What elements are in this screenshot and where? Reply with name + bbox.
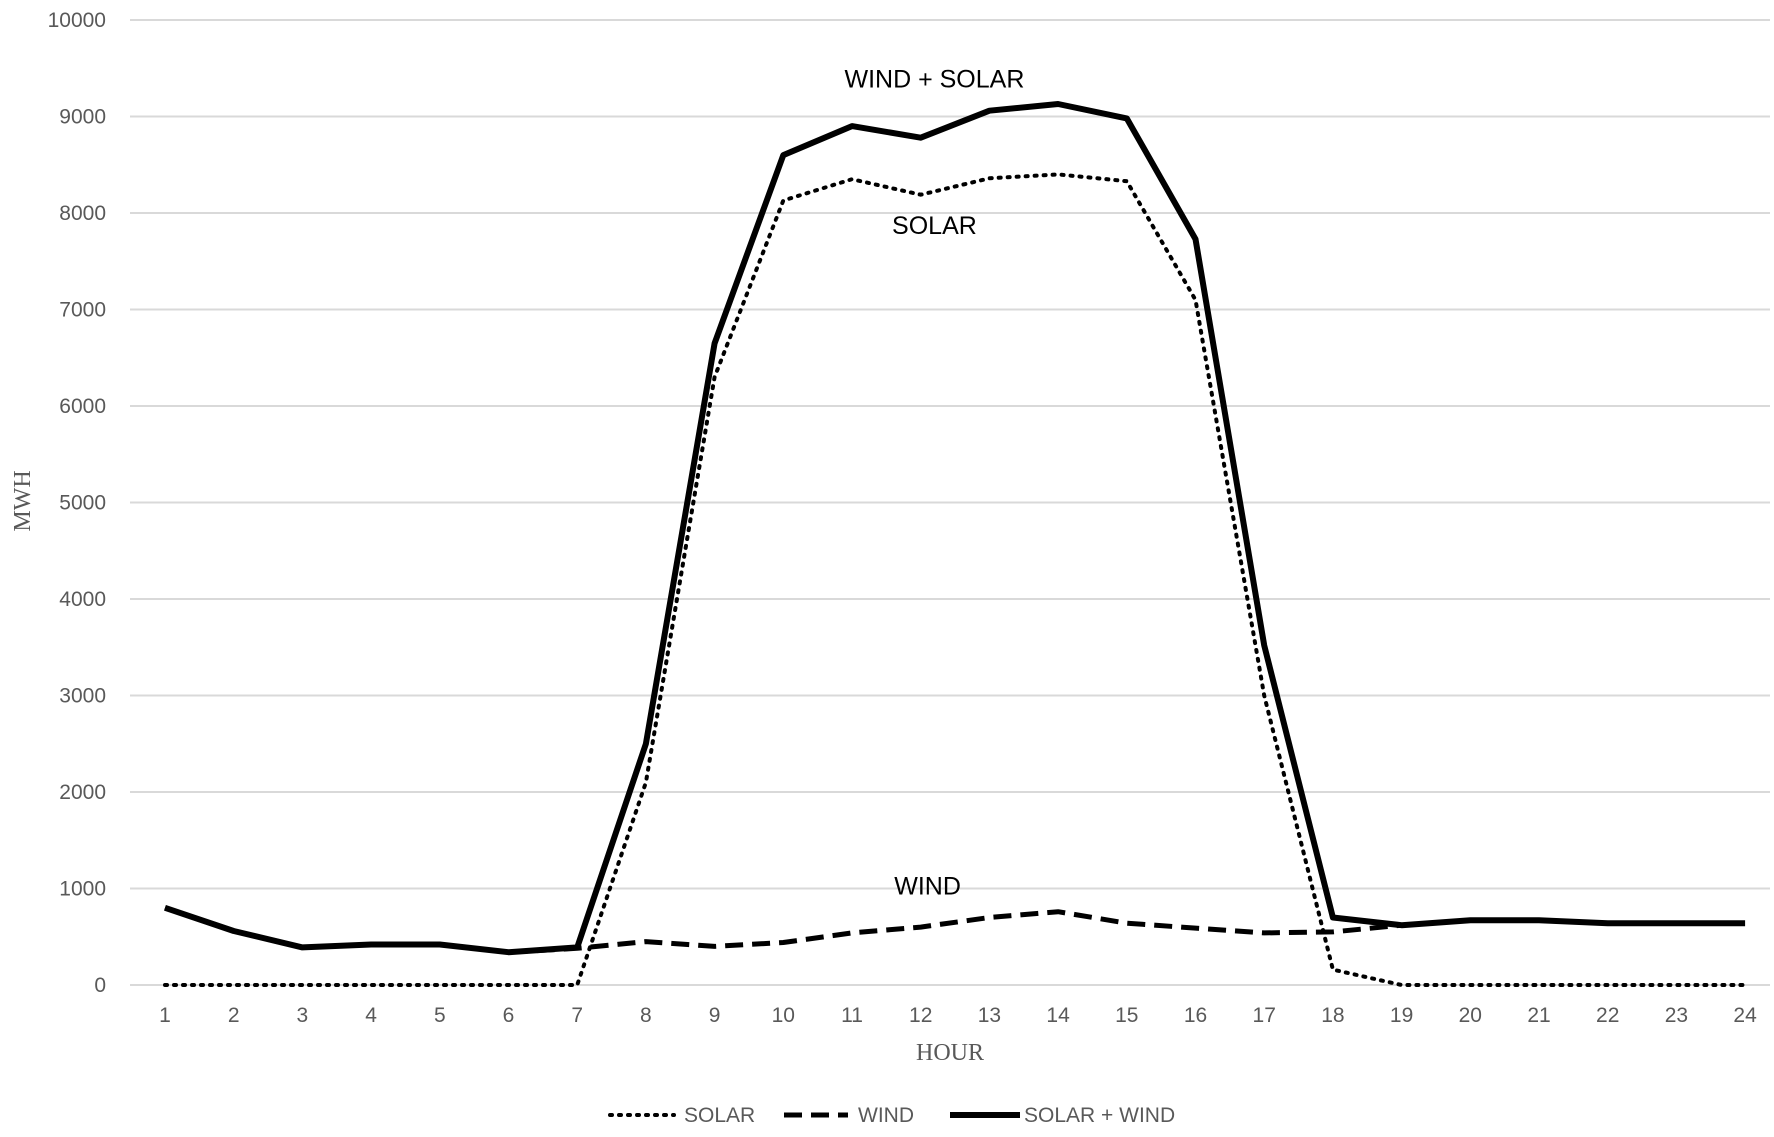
x-tick-label: 20 bbox=[1459, 1004, 1482, 1027]
y-tick-label: 7000 bbox=[59, 299, 106, 322]
x-tick-label: 9 bbox=[709, 1004, 721, 1027]
y-tick-label: 4000 bbox=[59, 588, 106, 611]
gridlines bbox=[130, 19, 1770, 986]
x-tick-label: 17 bbox=[1253, 1004, 1276, 1027]
y-tick-label: 10000 bbox=[48, 9, 106, 32]
x-tick-label: 12 bbox=[909, 1004, 932, 1027]
x-tick-label: 2 bbox=[228, 1004, 240, 1027]
y-tick-label: 5000 bbox=[59, 492, 106, 515]
annotations: WIND + SOLAR SOLAR WIND bbox=[844, 66, 1024, 901]
y-tick-label: 3000 bbox=[59, 685, 106, 708]
x-tick-label: 14 bbox=[1046, 1004, 1070, 1027]
x-tick-label: 7 bbox=[571, 1004, 583, 1027]
x-tick-label: 22 bbox=[1596, 1004, 1619, 1027]
y-tick-label: 6000 bbox=[59, 395, 106, 418]
x-tick-label: 16 bbox=[1184, 1004, 1207, 1027]
series-line-solar-wind bbox=[164, 101, 1746, 956]
x-tick-label: 24 bbox=[1733, 1004, 1757, 1027]
x-tick-label: 13 bbox=[978, 1004, 1001, 1027]
x-tick-label: 23 bbox=[1665, 1004, 1688, 1027]
series-lines bbox=[163, 101, 1748, 987]
x-tick-label: 11 bbox=[841, 1004, 863, 1027]
x-tick-label: 19 bbox=[1390, 1004, 1413, 1027]
x-axis-title: HOUR bbox=[916, 1040, 984, 1066]
x-tick-label: 15 bbox=[1115, 1004, 1138, 1027]
legend-label: WIND bbox=[858, 1104, 914, 1127]
x-tick-label: 3 bbox=[297, 1004, 309, 1027]
x-tick-label: 18 bbox=[1321, 1004, 1344, 1027]
legend: SOLAR WIND SOLAR + WIND bbox=[608, 1104, 1175, 1127]
chart-annotation: WIND + SOLAR bbox=[844, 66, 1024, 94]
x-tick-label: 6 bbox=[503, 1004, 515, 1027]
chart-annotation: WIND bbox=[894, 872, 961, 900]
y-tick-label: 8000 bbox=[59, 202, 106, 225]
y-tick-label: 0 bbox=[94, 974, 106, 997]
x-tick-label: 1 bbox=[159, 1004, 171, 1027]
x-tick-label: 10 bbox=[772, 1004, 795, 1027]
y-tick-label: 2000 bbox=[59, 781, 106, 804]
legend-label: SOLAR bbox=[684, 1104, 755, 1127]
axes: 0 1000 2000 3000 4000 5000 6000 7000 8000 9000 100… bbox=[48, 9, 1758, 1027]
x-tick-label: 8 bbox=[640, 1004, 652, 1027]
series-line-solar bbox=[163, 172, 1748, 987]
y-axis-title: MWH bbox=[10, 470, 36, 531]
y-tick-label: 1000 bbox=[59, 878, 106, 901]
chart-annotation: SOLAR bbox=[892, 212, 977, 240]
x-tick-label: 4 bbox=[365, 1004, 377, 1027]
legend-label: SOLAR + WIND bbox=[1024, 1104, 1175, 1127]
x-tick-label: 21 bbox=[1527, 1004, 1550, 1027]
x-tick-label: 5 bbox=[434, 1004, 446, 1027]
y-tick-label: 9000 bbox=[59, 106, 106, 129]
